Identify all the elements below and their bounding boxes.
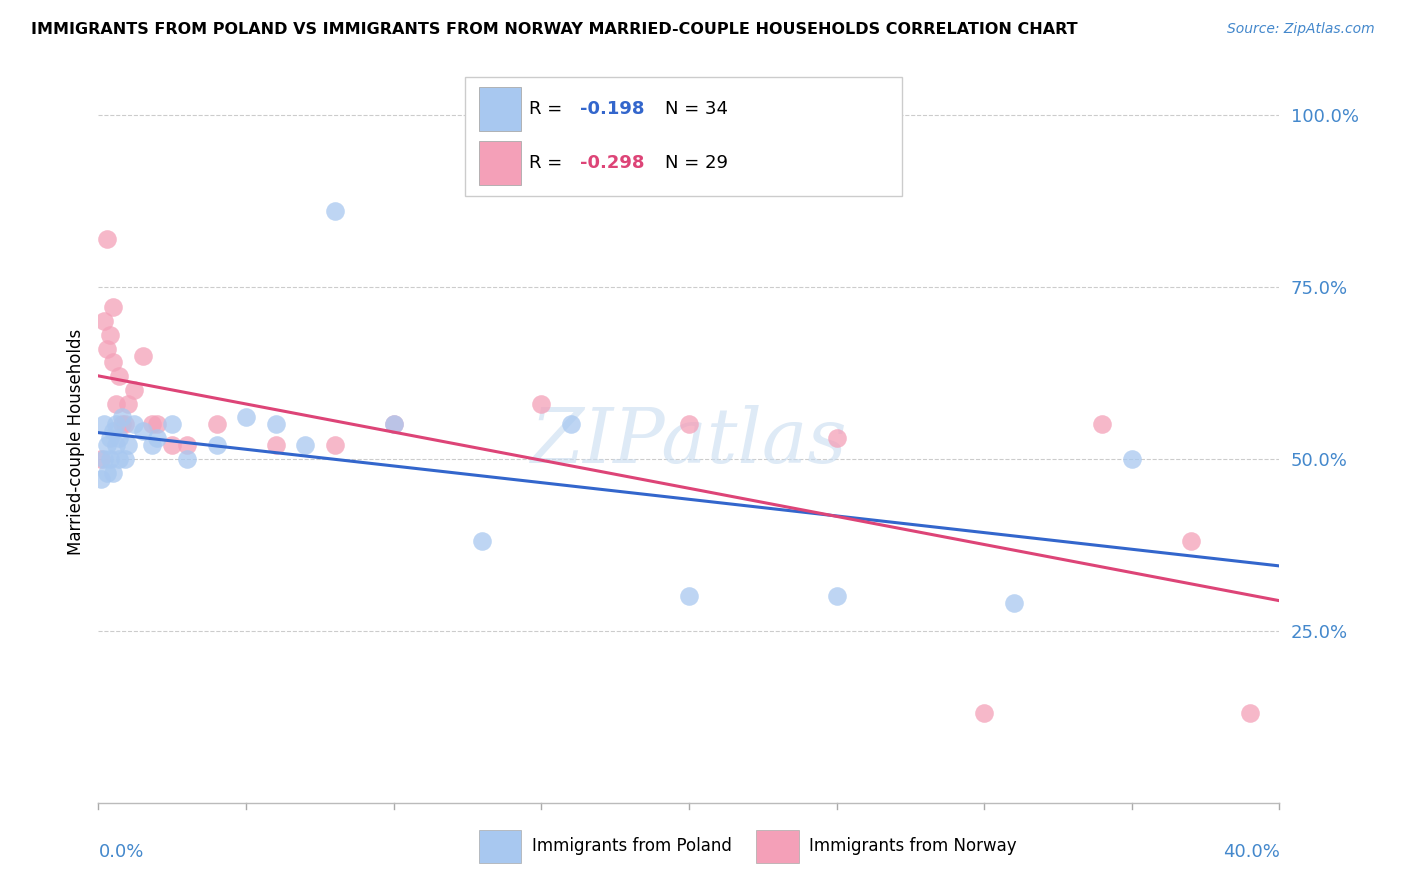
Point [105, 397, 128, 411]
Point [114, 451, 136, 466]
Point [162, 438, 183, 452]
Point [1091, 417, 1114, 432]
Text: N = 29: N = 29 [665, 154, 728, 172]
Point [471, 534, 494, 549]
Text: Source: ZipAtlas.com: Source: ZipAtlas.com [1227, 22, 1375, 37]
Point [132, 424, 155, 438]
Point [235, 410, 257, 425]
Text: R =: R = [530, 154, 568, 172]
Text: IMMIGRANTS FROM POLAND VS IMMIGRANTS FROM NORWAY MARRIED-COUPLE HOUSEHOLDS CORRE: IMMIGRANTS FROM POLAND VS IMMIGRANTS FRO… [31, 22, 1077, 37]
Point [96, 231, 118, 245]
Point [90, 451, 112, 466]
Point [560, 417, 582, 432]
Text: ZIPatlas: ZIPatlas [530, 405, 848, 478]
Point [382, 417, 405, 432]
Point [103, 355, 125, 369]
Point [294, 438, 316, 452]
Point [122, 417, 145, 432]
FancyBboxPatch shape [464, 77, 901, 196]
Point [108, 369, 131, 384]
Point [146, 431, 169, 445]
Point [1239, 706, 1261, 721]
FancyBboxPatch shape [478, 830, 522, 863]
Point [205, 438, 228, 452]
Text: Immigrants from Poland: Immigrants from Poland [531, 838, 731, 855]
Point [108, 451, 131, 466]
Point [264, 417, 287, 432]
Text: N = 34: N = 34 [665, 100, 728, 118]
Point [108, 431, 131, 445]
Point [93, 314, 115, 328]
Point [162, 417, 183, 432]
Point [93, 451, 115, 466]
FancyBboxPatch shape [478, 87, 522, 131]
Point [141, 438, 163, 452]
Point [103, 466, 125, 480]
Point [825, 590, 848, 604]
Point [98, 451, 121, 466]
Point [176, 438, 198, 452]
FancyBboxPatch shape [478, 141, 522, 186]
Text: -0.198: -0.198 [581, 100, 645, 118]
Point [103, 424, 125, 438]
Point [98, 431, 121, 445]
Point [323, 438, 346, 452]
Point [678, 590, 700, 604]
Point [825, 431, 848, 445]
Point [132, 349, 155, 363]
Point [98, 327, 121, 342]
Point [96, 466, 118, 480]
Point [678, 417, 700, 432]
Point [323, 204, 346, 219]
Point [146, 417, 169, 432]
Point [141, 417, 163, 432]
Point [176, 451, 198, 466]
Point [117, 438, 139, 452]
Point [96, 438, 118, 452]
Point [1002, 596, 1025, 610]
Text: 0.0%: 0.0% [98, 843, 143, 861]
Y-axis label: Married-couple Households: Married-couple Households [66, 328, 84, 555]
Text: R =: R = [530, 100, 568, 118]
Point [117, 397, 139, 411]
Point [105, 417, 128, 432]
Point [90, 472, 112, 486]
Point [111, 410, 134, 425]
Point [973, 706, 995, 721]
Point [93, 417, 115, 432]
Point [114, 417, 136, 432]
Point [111, 417, 134, 432]
Point [1180, 534, 1202, 549]
FancyBboxPatch shape [756, 830, 799, 863]
Point [1121, 451, 1143, 466]
Point [205, 417, 228, 432]
Point [122, 383, 145, 397]
Point [382, 417, 405, 432]
Point [103, 301, 125, 315]
Point [96, 342, 118, 356]
Point [530, 397, 553, 411]
Text: Immigrants from Norway: Immigrants from Norway [810, 838, 1017, 855]
Text: -0.298: -0.298 [581, 154, 645, 172]
Text: 40.0%: 40.0% [1223, 843, 1279, 861]
Point [264, 438, 287, 452]
Point [105, 438, 128, 452]
